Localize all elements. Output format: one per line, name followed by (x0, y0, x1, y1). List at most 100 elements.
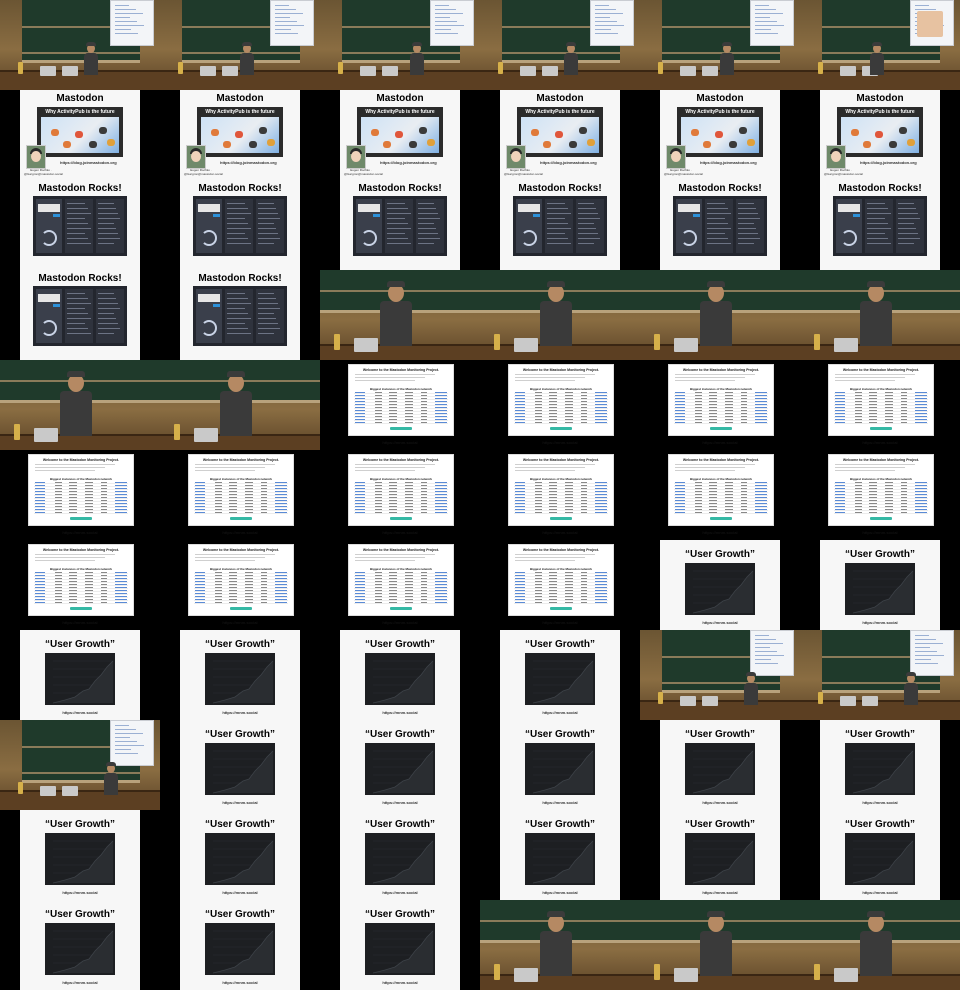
instance-link (515, 572, 525, 573)
table-value (885, 404, 893, 405)
table-value (549, 497, 557, 498)
intro-line (355, 470, 415, 471)
table-value (85, 599, 93, 600)
instance-link (195, 491, 205, 492)
timeline-line (578, 203, 594, 204)
table-value (85, 572, 93, 573)
table-value (695, 506, 702, 507)
instance-link (835, 422, 845, 423)
intro-line (675, 470, 735, 471)
table-value (69, 512, 77, 513)
table-value (741, 392, 747, 393)
table-row (514, 492, 608, 493)
toot-button (53, 304, 60, 307)
table-value (901, 398, 907, 399)
timeline-line (258, 213, 278, 214)
table-value (855, 401, 862, 402)
intro-line (515, 464, 595, 465)
table-value (389, 572, 397, 573)
table-link (595, 590, 607, 591)
table-row (834, 495, 928, 496)
table-value (581, 590, 587, 591)
table-link (595, 416, 607, 417)
more-instances-button (70, 517, 92, 520)
table-row (34, 504, 128, 505)
table-value (101, 497, 107, 498)
table-link (595, 395, 607, 396)
table-link (435, 587, 447, 588)
table-value (421, 488, 427, 489)
more-instances-button (550, 517, 572, 520)
timeline-line (98, 328, 120, 329)
instance-link (515, 410, 525, 411)
presenter-torso (860, 931, 892, 976)
table-value (245, 509, 253, 510)
table-row (354, 597, 448, 598)
table-link (435, 416, 447, 417)
table-value (85, 503, 93, 504)
table-link (435, 491, 447, 492)
table-value (581, 572, 587, 573)
table-link (435, 488, 447, 489)
mascot-figure (51, 129, 59, 136)
table-value (565, 572, 573, 573)
growth-chart-svg (852, 570, 914, 614)
laptop (680, 66, 696, 76)
slide-page: Welcome to the Mastodon Monitoring Proje… (508, 454, 614, 526)
table-value (389, 587, 397, 588)
instance-link (195, 572, 205, 573)
presenter-cap (412, 42, 422, 46)
table-value (405, 422, 413, 423)
table-value (709, 392, 717, 393)
table-link (115, 572, 127, 573)
timeline-line (867, 228, 891, 229)
table-link (115, 593, 127, 594)
table-value (375, 401, 382, 402)
projected-text-line (115, 17, 130, 18)
table-value (565, 587, 573, 588)
table-value (581, 500, 587, 501)
table-value (725, 419, 733, 420)
table-link (435, 401, 447, 402)
timeline-line (98, 323, 118, 324)
presenter-head (747, 674, 755, 683)
table-row (194, 513, 288, 514)
table-row (514, 591, 608, 592)
table-value (389, 578, 397, 579)
presenter-head (243, 44, 251, 53)
table-link (115, 482, 127, 483)
table-link (755, 491, 767, 492)
table-link (435, 398, 447, 399)
slide-page: “User Growth” https://mnm.social (180, 900, 300, 990)
instance-link (675, 419, 685, 420)
table-link (915, 419, 927, 420)
table-value (375, 398, 382, 399)
instance-link (355, 422, 365, 423)
table-value (869, 491, 877, 492)
thumbnail-mastodon: Mastodon Why ActivityPub is the future Eug… (160, 90, 320, 180)
instance-link (515, 596, 525, 597)
table-row (674, 504, 768, 505)
table-link (755, 485, 767, 486)
table-value (565, 581, 573, 582)
thumbnail-closeup (0, 360, 160, 450)
table-value (869, 506, 877, 507)
instance-link (675, 398, 685, 399)
table-link (755, 410, 767, 411)
table-link (595, 575, 607, 576)
table-row (674, 399, 768, 400)
table-row (194, 507, 288, 508)
projected-text-line (915, 639, 936, 640)
table-value (421, 413, 427, 414)
table-value (535, 491, 542, 492)
table-value (855, 509, 862, 510)
table-value (565, 482, 573, 483)
table-value (535, 488, 542, 489)
stats-heading: Welcome to the Mastodon Monitoring Proje… (202, 458, 280, 462)
table-row (834, 420, 928, 421)
thumbnail-photo (800, 630, 960, 720)
stats-heading: Welcome to the Mastodon Monitoring Proje… (42, 458, 120, 462)
table-value (725, 500, 733, 501)
table-value (85, 575, 93, 576)
water-bottle (654, 964, 660, 980)
